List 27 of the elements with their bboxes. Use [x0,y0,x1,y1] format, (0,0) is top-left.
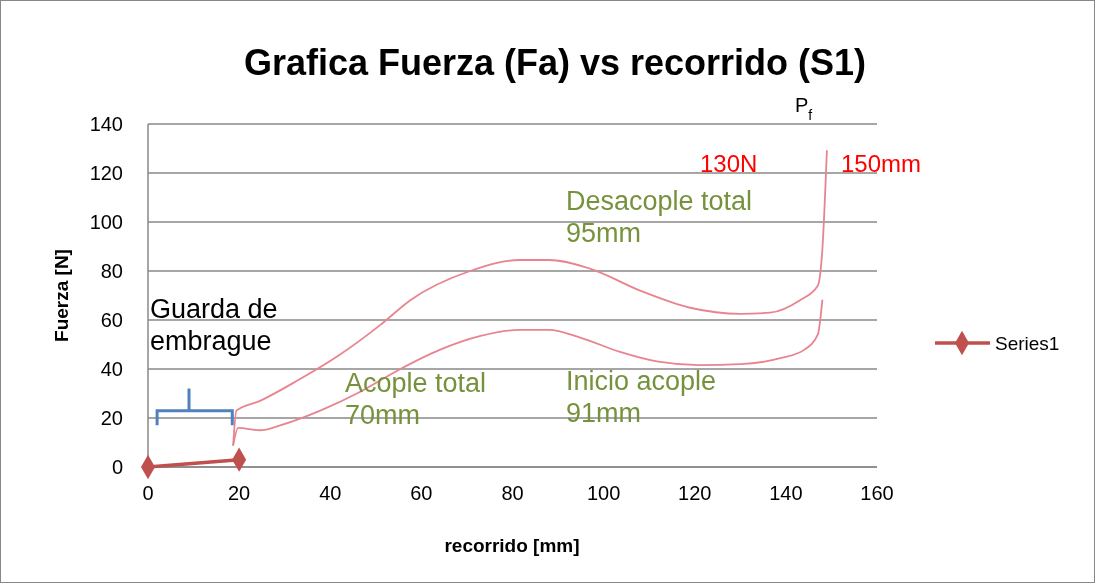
y-tick-label: 120 [89,162,123,184]
x-axis-title: recorrido [mm] [444,535,580,556]
text: P$_{f}$ [795,94,813,123]
x-tick-label: 120 [678,482,712,504]
annotation: Guarda de embrague [150,294,278,357]
y-tick-label: 60 [100,309,123,331]
annotation: 130N [700,150,758,177]
x-tick-label: 40 [319,482,342,504]
x-tick-label: 80 [501,482,524,504]
annotation: Desacople total 95mm [566,186,753,249]
x-tick-label: 60 [410,482,433,504]
x-tick-label: 100 [586,482,621,504]
y-tick-label: 0 [111,456,123,478]
y-tick-label: 100 [89,211,123,233]
x-tick-label: 160 [860,482,894,504]
annotation: 150mm [841,150,922,177]
y-tick-label: 20 [100,407,123,429]
chart-title: Grafica Fuerza (Fa) vs recorrido (S1) [243,42,867,83]
y-tick-label: 140 [89,113,123,135]
x-tick-label: 140 [769,482,803,504]
y-axis-title: Fuerza [N] [51,249,72,342]
y-tick-label: 80 [100,260,123,282]
legend-label: Series1 [995,333,1060,354]
y-tick-label: 40 [100,358,123,380]
x-tick-label: 0 [142,482,154,504]
x-tick-label: 20 [228,482,251,504]
annotation: Inicio acople 91mm [566,366,717,429]
